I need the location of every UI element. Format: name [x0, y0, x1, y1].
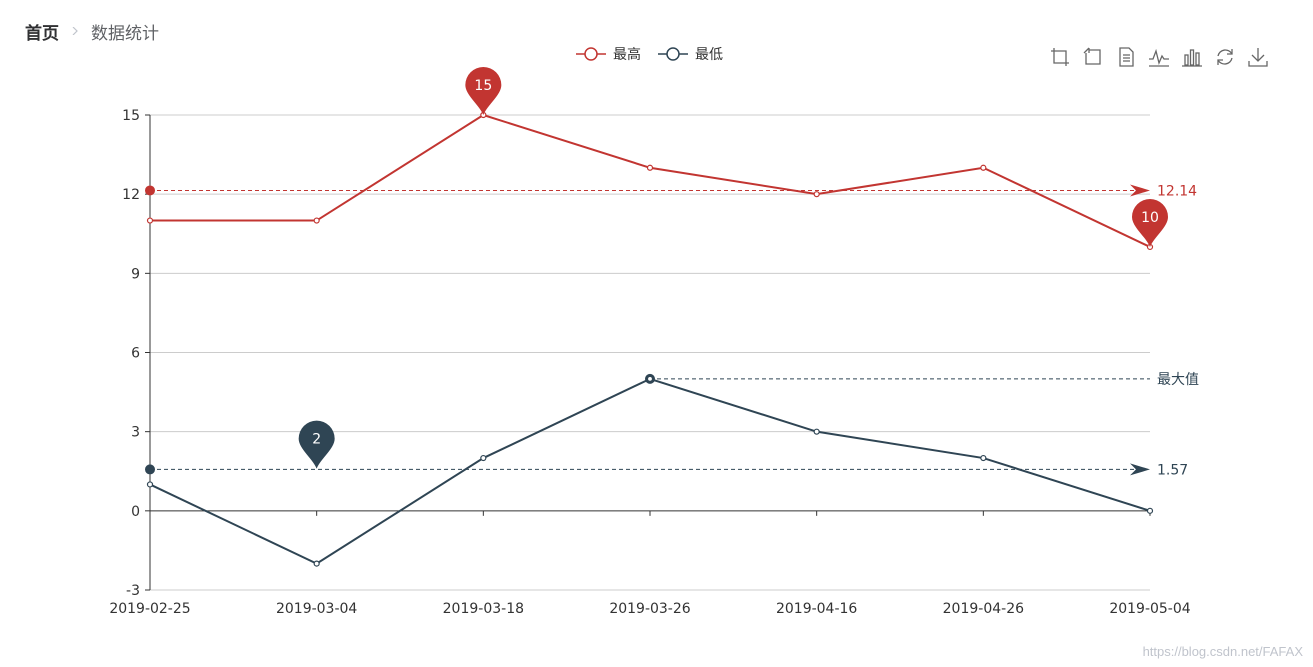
- chevron-right-icon: [72, 27, 78, 35]
- mark-point-pin: [465, 67, 502, 115]
- data-point: [813, 191, 820, 198]
- mark-line-label: 1.57: [1157, 462, 1188, 478]
- x-tick-label: 2019-04-26: [943, 601, 1024, 617]
- y-tick-label: 3: [131, 425, 140, 441]
- mark-line-arrow: [1130, 184, 1150, 197]
- mark-line-start: [145, 185, 155, 196]
- data-point: [313, 217, 320, 224]
- data-point: [1146, 507, 1154, 514]
- data-point: [146, 217, 154, 224]
- y-tick-label: 15: [122, 108, 140, 124]
- legend-item[interactable]: 最高: [576, 46, 641, 63]
- x-tick-label: 2019-05-04: [1109, 601, 1190, 617]
- data-point: [146, 481, 154, 488]
- legend-label: 最低: [695, 47, 723, 63]
- breadcrumb-current: 数据统计: [91, 23, 159, 44]
- mark-point-pin: [1132, 198, 1168, 247]
- data-point: [980, 454, 987, 462]
- legend-label: 最高: [613, 46, 641, 63]
- legend-item[interactable]: 最低: [658, 47, 723, 63]
- data-point: [813, 428, 820, 435]
- mark-line-arrow: [1130, 463, 1150, 476]
- data-point: [646, 375, 654, 382]
- series-line: [150, 113, 1151, 248]
- mark-point-label: 15: [474, 78, 492, 94]
- data-point: [980, 164, 987, 171]
- y-tick-label: -3: [126, 583, 140, 599]
- legend-symbol: [584, 47, 598, 61]
- series-line: [149, 377, 1151, 565]
- bar-chart-icon[interactable]: [1181, 46, 1203, 68]
- data-view-icon[interactable]: [1115, 46, 1137, 68]
- save-image-icon[interactable]: [1247, 46, 1269, 68]
- zoom-reset-icon[interactable]: [1082, 46, 1104, 68]
- y-tick-label: 6: [131, 346, 140, 362]
- mark-point-label: 2: [312, 432, 321, 448]
- y-tick-label: 9: [131, 266, 140, 282]
- x-tick-label: 2019-03-18: [443, 601, 524, 617]
- data-point: [480, 454, 487, 462]
- x-tick-label: 2019-02-25: [109, 601, 190, 617]
- data-zoom-icon[interactable]: [1049, 46, 1071, 68]
- legend-symbol: [666, 47, 680, 61]
- x-tick-label: 2019-03-26: [609, 601, 690, 617]
- mark-point-label: 10: [1141, 210, 1159, 226]
- restore-icon[interactable]: [1214, 46, 1236, 68]
- breadcrumb: 首页 数据统计: [25, 18, 159, 44]
- data-point: [313, 560, 320, 567]
- chart-toolbox: [1049, 46, 1269, 68]
- data-point: [646, 164, 654, 171]
- mark-point-pin: [298, 420, 335, 469]
- mark-line-start: [145, 464, 155, 475]
- line-chart-icon[interactable]: [1148, 46, 1170, 68]
- max-line-label: 最大值: [1157, 372, 1199, 388]
- x-tick-label: 2019-03-04: [276, 601, 357, 617]
- x-tick-label: 2019-04-16: [776, 601, 857, 617]
- breadcrumb-home[interactable]: 首页: [25, 23, 59, 44]
- y-tick-label: 0: [131, 504, 140, 520]
- watermark: https://blog.csdn.net/FAFAX: [1142, 644, 1303, 659]
- mark-line-label: 12.14: [1157, 183, 1197, 199]
- y-tick-label: 12: [122, 187, 140, 203]
